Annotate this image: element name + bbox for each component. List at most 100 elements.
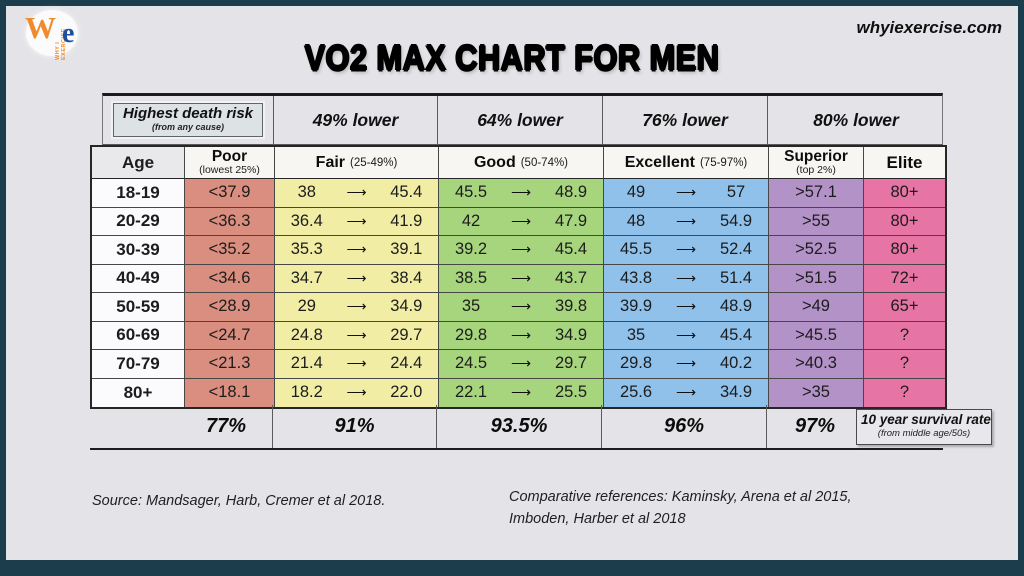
range-high: 24.4 <box>390 354 423 373</box>
range-high: 39.8 <box>554 297 588 316</box>
range-high: 43.7 <box>554 268 588 287</box>
right-arrow-icon <box>503 270 539 287</box>
right-arrow-icon <box>668 270 704 287</box>
range-high: 51.4 <box>719 268 753 287</box>
cell-value: 72+ <box>890 268 919 287</box>
excellent-range-cell: 29.8 40.2 <box>604 350 769 379</box>
death-risk-box: Highest death risk (from any cause) <box>112 102 264 138</box>
range-low: 18.2 <box>290 383 323 402</box>
header-age: Age <box>92 147 185 179</box>
right-arrow-icon <box>668 298 704 315</box>
right-arrow-icon <box>339 327 375 344</box>
cell-value: >51.5 <box>795 268 837 287</box>
header-label: Excellent <box>624 153 695 171</box>
header-excellent: Excellent (75-97%) <box>604 147 769 179</box>
cell-value: <18.1 <box>208 383 251 402</box>
cell-value: >55 <box>802 211 830 230</box>
range-high: 39.1 <box>390 240 423 259</box>
elite-cell: 65+ <box>864 293 945 322</box>
range-high: 52.4 <box>719 240 753 259</box>
range-low: 39.9 <box>619 297 653 316</box>
cell-value: 80+ <box>890 240 919 259</box>
table-row: 70-79 <21.3 21.4 24.4 24.5 29.7 29.8 40.2 >… <box>92 350 945 379</box>
range-high: 22.0 <box>390 383 423 402</box>
range-low: 35 <box>626 325 646 344</box>
range-high: 40.2 <box>719 354 753 373</box>
range-low: 24.8 <box>290 325 323 344</box>
cell-value: <35.2 <box>208 240 251 259</box>
range-low: 42 <box>461 211 481 230</box>
cell-value: 60-69 <box>116 325 160 345</box>
right-arrow-icon <box>503 384 539 401</box>
cell-value: 80+ <box>123 382 153 402</box>
good-range-cell: 29.8 34.9 <box>439 321 604 350</box>
range-low: 39.2 <box>454 240 488 259</box>
death-risk-header-row: Highest death risk (from any cause) 49% … <box>102 93 943 145</box>
page-title: VO2 MAX CHART FOR MEN <box>304 39 720 78</box>
cell-value: 40-49 <box>116 268 160 288</box>
excellent-range-cell: 45.5 52.4 <box>604 236 769 265</box>
chart-canvas: W WHY I EXERCISE e whyiexercise.com VO2 … <box>6 6 1018 560</box>
right-arrow-icon <box>503 213 539 230</box>
fair-range-cell: 34.7 38.4 <box>275 264 439 293</box>
right-arrow-icon <box>668 355 704 372</box>
age-cell: 70-79 <box>92 350 185 379</box>
death-risk-header-cell: Highest death risk (from any cause) <box>103 96 274 144</box>
vo2max-table: Age Poor (lowest 25%) Fair (25-49%) Good… <box>90 145 947 409</box>
source-citation: Source: Mandsager, Harb, Cremer et al 20… <box>92 493 386 509</box>
elite-cell: ? <box>864 378 945 407</box>
range-low: 38.5 <box>454 268 488 287</box>
range-low: 45.5 <box>619 240 653 259</box>
cell-value: <21.3 <box>208 354 251 373</box>
fair-range-cell: 24.8 29.7 <box>275 321 439 350</box>
right-arrow-icon <box>339 384 375 401</box>
poor-cell: <35.2 <box>185 236 275 265</box>
range-high: 45.4 <box>719 325 753 344</box>
fair-range-cell: 21.4 24.4 <box>275 350 439 379</box>
range-high: 48.9 <box>719 297 753 316</box>
header-label: Fair <box>315 153 346 171</box>
cell-value: ? <box>899 383 910 402</box>
risk-lower-fair: 49% lower <box>274 96 438 144</box>
age-cell: 80+ <box>92 378 185 407</box>
elite-cell: ? <box>864 321 945 350</box>
range-low: 36.4 <box>290 211 323 230</box>
range-low: 29 <box>297 297 316 316</box>
superior-cell: >57.1 <box>769 179 864 208</box>
right-arrow-icon <box>668 327 704 344</box>
header-sublabel: (top 2%) <box>796 164 836 177</box>
table-row: 20-29 <36.3 36.4 41.9 42 47.9 48 54.9 >55 8… <box>92 207 945 236</box>
right-arrow-icon <box>339 298 375 315</box>
cell-value: 30-39 <box>116 239 160 259</box>
death-risk-label: Highest death risk <box>122 104 254 122</box>
cell-value: >35 <box>802 383 830 402</box>
right-arrow-icon <box>668 384 704 401</box>
range-high: 47.9 <box>554 211 588 230</box>
range-low: 22.1 <box>454 383 488 402</box>
range-low: 38 <box>297 183 316 202</box>
age-cell: 50-59 <box>92 293 185 322</box>
cell-value: >45.5 <box>795 325 837 344</box>
elite-cell: 80+ <box>864 236 945 265</box>
range-high: 34.9 <box>719 383 753 402</box>
right-arrow-icon <box>503 184 539 201</box>
superior-cell: >55 <box>769 207 864 236</box>
logo-letter-w: W <box>25 10 56 45</box>
survival-box-subtext: (from middle age/50s) <box>877 427 971 439</box>
range-high: 29.7 <box>554 354 588 373</box>
elite-cell: 80+ <box>864 179 945 208</box>
range-low: 43.8 <box>619 268 653 287</box>
right-arrow-icon <box>339 355 375 372</box>
comparative-line-2: Imboden, Harber et al 2018 <box>509 510 686 527</box>
right-arrow-icon <box>668 184 704 201</box>
superior-cell: >51.5 <box>769 264 864 293</box>
right-arrow-icon <box>668 213 704 230</box>
age-cell: 20-29 <box>92 207 185 236</box>
header-elite: Elite <box>864 147 945 179</box>
age-cell: 40-49 <box>92 264 185 293</box>
risk-lower-superior: 80% lower <box>813 109 899 130</box>
comparative-line-1: Comparative references: Kaminsky, Arena … <box>509 489 852 505</box>
superior-cell: >49 <box>769 293 864 322</box>
poor-cell: <34.6 <box>185 264 275 293</box>
